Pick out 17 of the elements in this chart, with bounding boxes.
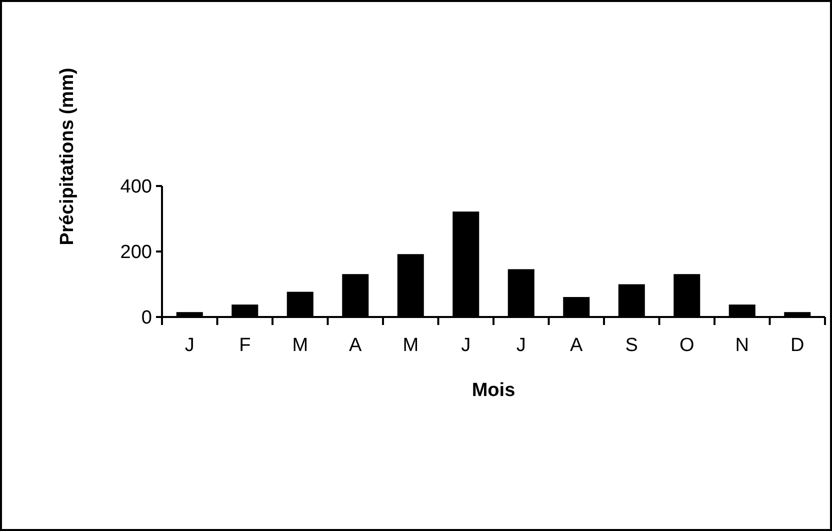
x-tick-label: A: [349, 335, 362, 356]
y-axis-title: Précipitations (mm): [57, 68, 78, 246]
x-tick-label: D: [790, 335, 804, 356]
x-tick-label: M: [402, 335, 419, 356]
x-tick-label: A: [570, 335, 584, 356]
x-tick-label: N: [735, 335, 749, 356]
x-tick-label: J: [516, 335, 526, 356]
x-tick-label: M: [292, 335, 308, 356]
x-tick-label: O: [679, 335, 694, 356]
x-axis-title: Mois: [472, 380, 516, 401]
y-tick-label: 0: [141, 308, 152, 329]
x-tick-label: S: [625, 335, 638, 356]
y-tick-label: 200: [120, 242, 152, 264]
x-tick-label: F: [239, 335, 251, 356]
x-tick-label: J: [461, 335, 471, 356]
y-tick-label: 400: [120, 176, 152, 198]
x-tick-label: J: [184, 335, 194, 356]
